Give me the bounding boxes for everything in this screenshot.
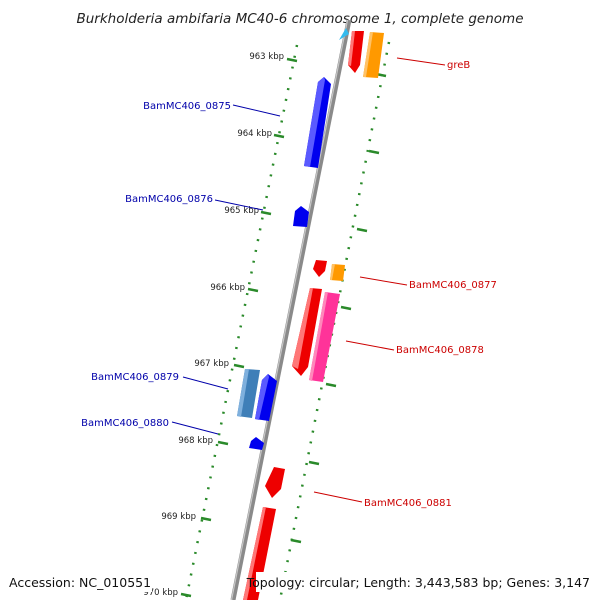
accession-text: Accession: NC_010551 [9,575,151,590]
gene-BamMC406_0877-red[interactable] [313,260,327,277]
gene-BamMC406_0879[interactable] [255,374,277,421]
label-BamMC406_0880[interactable]: BamMC406_0880 [81,418,169,429]
label-BamMC406_0875[interactable]: BamMC406_0875 [143,101,231,112]
gene-BamMC406_0877[interactable] [330,264,345,281]
label-BamMC406_0877[interactable]: BamMC406_0877 [409,280,497,291]
gene-BamMC406_0878[interactable] [309,292,340,382]
tick-967 [233,363,245,369]
tick-968 [217,440,229,446]
reverse-label-connectors [313,57,446,503]
tick-965 [260,210,272,216]
tick-964 [273,133,285,139]
tick-label-970: 970 kbp [143,588,178,598]
gene-BamMC406_0875[interactable] [304,77,331,168]
gene-BamMC406_0880[interactable] [249,437,264,450]
tick-label-965: 965 kbp [224,206,259,216]
footer-summary-bg [256,572,596,592]
right-dotted-ruler [278,41,391,600]
label-BamMC406_0878[interactable]: BamMC406_0878 [396,345,484,356]
tick-label-968: 968 kbp [178,436,213,446]
tick-marks [180,57,298,598]
gene-greB[interactable] [363,32,384,78]
chromosome-backbone-highlight [230,19,349,600]
label-BamMC406_0879[interactable]: BamMC406_0879 [91,372,179,383]
gene-greB-red[interactable] [348,31,364,73]
gene-BamMC406_0879-alt[interactable] [237,369,260,418]
right-tick-marks [290,72,387,544]
gene-BamMC406_0878-red[interactable] [292,288,322,376]
position-marker [339,28,349,40]
chromosome-backbone [230,19,352,600]
gene-BamMC406_0881[interactable] [265,467,285,498]
map-title: Burkholderia ambifaria MC40-6 chromosome… [76,11,523,27]
forward-label-connectors [171,104,281,435]
gene-BamMC406_0876[interactable] [293,206,309,227]
tick-labels: 963 kbp 964 kbp 965 kbp 966 kbp 967 kbp … [143,52,284,598]
tick-969 [200,516,212,522]
tick-label-967: 967 kbp [194,359,229,369]
tick-label-966: 966 kbp [210,283,245,293]
footer-accession-bg [4,572,152,592]
tick-966 [247,287,259,293]
tick-label-964: 964 kbp [237,129,272,139]
summary-text: Topology: circular; Length: 3,443,583 bp… [246,575,590,590]
gene-red-bottom[interactable] [243,507,276,600]
label-BamMC406_0881[interactable]: BamMC406_0881 [364,498,452,509]
tick-label-969: 969 kbp [161,512,196,522]
tick-label-963: 963 kbp [249,52,284,62]
tick-963 [286,57,298,63]
label-BamMC406_0876[interactable]: BamMC406_0876 [125,194,213,205]
tick-970 [180,592,192,598]
label-greB[interactable]: greB [447,60,470,71]
